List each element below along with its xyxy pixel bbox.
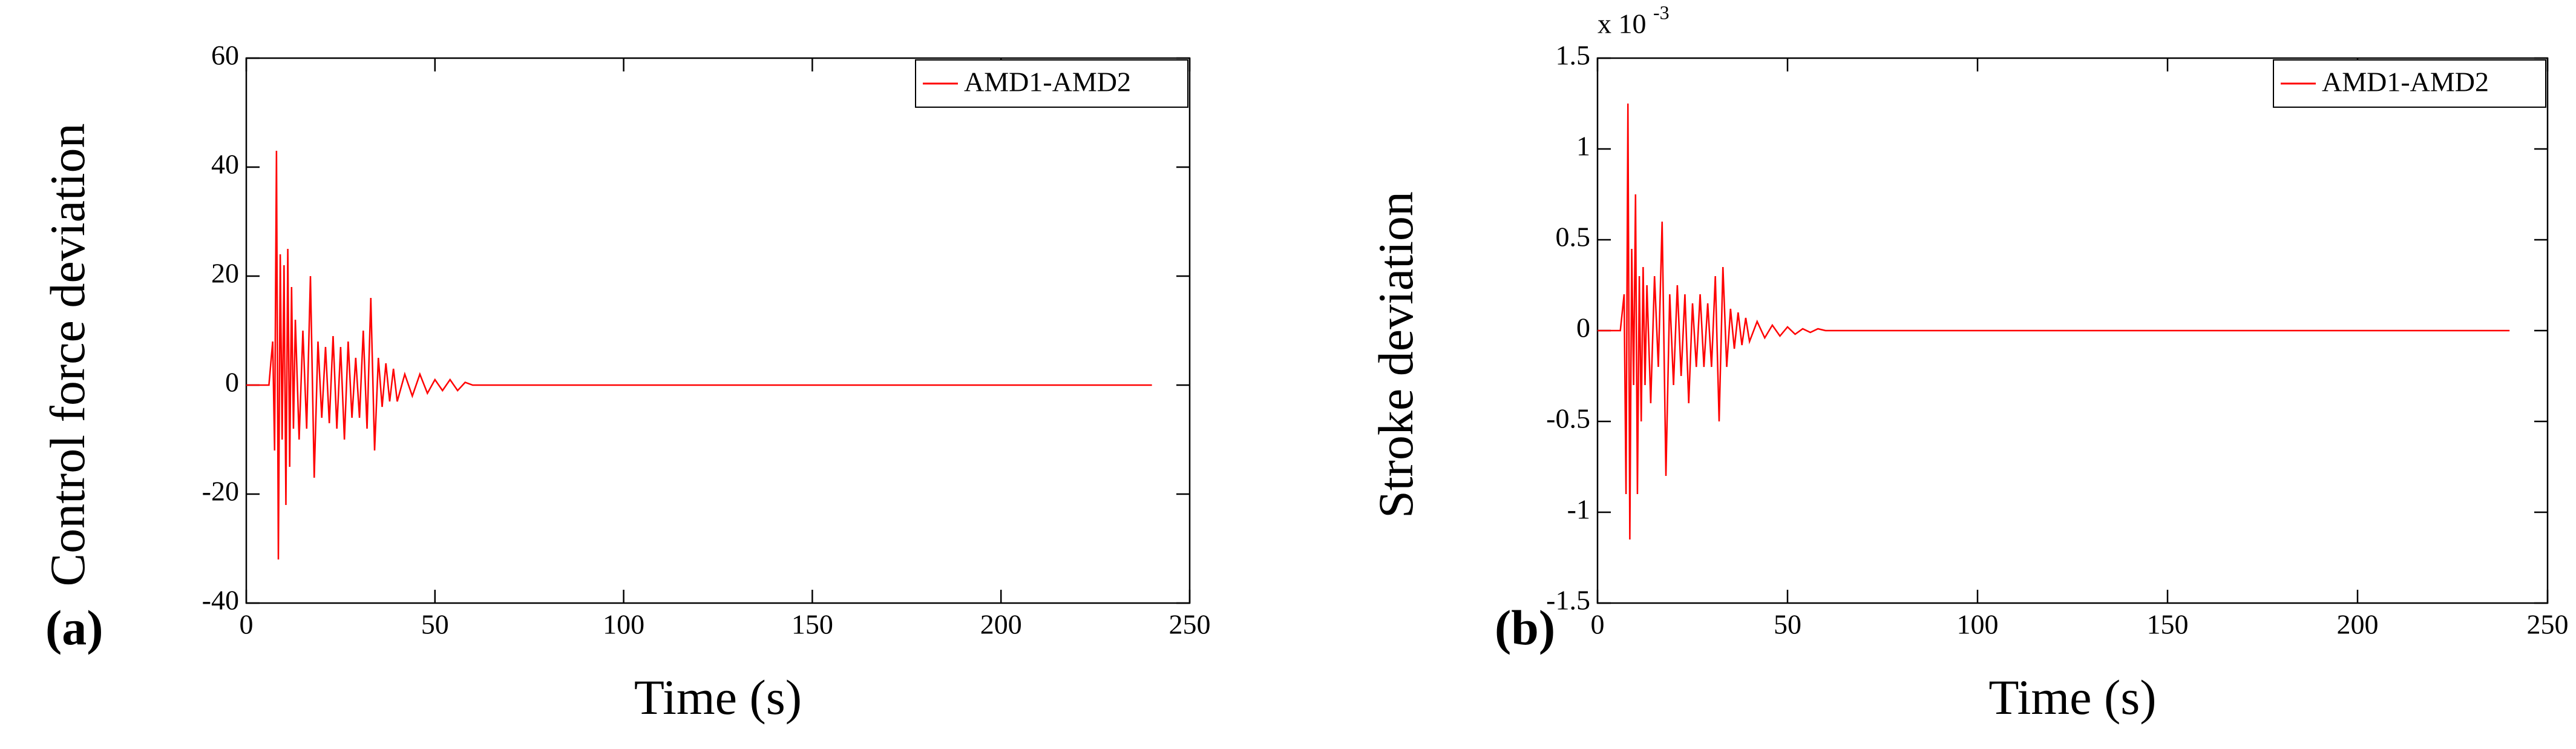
legend-box bbox=[915, 59, 1188, 108]
y-tick-label: -20 bbox=[202, 476, 239, 507]
x-axis-label: Time (s) bbox=[634, 670, 802, 725]
panel-label: (a) bbox=[45, 600, 103, 655]
x-tick-label: 250 bbox=[2527, 609, 2569, 640]
y-tick-label: 1.5 bbox=[1556, 40, 1591, 71]
plot-frame bbox=[245, 57, 1191, 604]
y-tick-label: 40 bbox=[211, 149, 239, 180]
x-tick-label: 200 bbox=[2337, 609, 2379, 640]
x-tick-label: 200 bbox=[980, 609, 1022, 640]
x-tick-label: 50 bbox=[1774, 609, 1801, 640]
x-tick-label: 100 bbox=[603, 609, 644, 640]
legend-label: AMD1-AMD2 bbox=[2322, 67, 2489, 97]
y-tick-label: -1.5 bbox=[1546, 585, 1590, 616]
x-tick-label: 150 bbox=[2147, 609, 2189, 640]
data-line bbox=[1598, 103, 2510, 540]
legend-label: AMD1-AMD2 bbox=[964, 67, 1131, 97]
x-tick-label: 150 bbox=[791, 609, 833, 640]
y-tick-label: 1 bbox=[1576, 131, 1590, 162]
y-tick-label: -40 bbox=[202, 585, 239, 616]
data-line bbox=[246, 150, 1152, 560]
y-tick-label: -0.5 bbox=[1546, 403, 1590, 434]
axis-multiplier: x 10 bbox=[1598, 8, 1647, 39]
x-tick-label: 100 bbox=[1957, 609, 1999, 640]
y-tick-label: -1 bbox=[1567, 494, 1590, 525]
x-axis-label: Time (s) bbox=[1988, 670, 2156, 725]
y-tick-label: 20 bbox=[211, 258, 239, 289]
x-tick-label: 250 bbox=[1169, 609, 1211, 640]
y-tick-label: 0 bbox=[1576, 312, 1590, 343]
y-axis-label: Stroke deviation bbox=[1368, 191, 1423, 518]
x-tick-label: 0 bbox=[240, 609, 254, 640]
x-tick-label: 0 bbox=[1591, 609, 1605, 640]
y-tick-label: 0 bbox=[225, 367, 239, 398]
y-tick-label: 0.5 bbox=[1556, 222, 1591, 252]
legend-box bbox=[2273, 59, 2546, 108]
y-tick-label: 60 bbox=[211, 40, 239, 71]
axis-multiplier-exponent: -3 bbox=[1653, 1, 1670, 23]
y-axis-label: Control force deviation bbox=[40, 123, 95, 586]
panel-label: (b) bbox=[1495, 600, 1555, 655]
x-tick-label: 50 bbox=[421, 609, 449, 640]
